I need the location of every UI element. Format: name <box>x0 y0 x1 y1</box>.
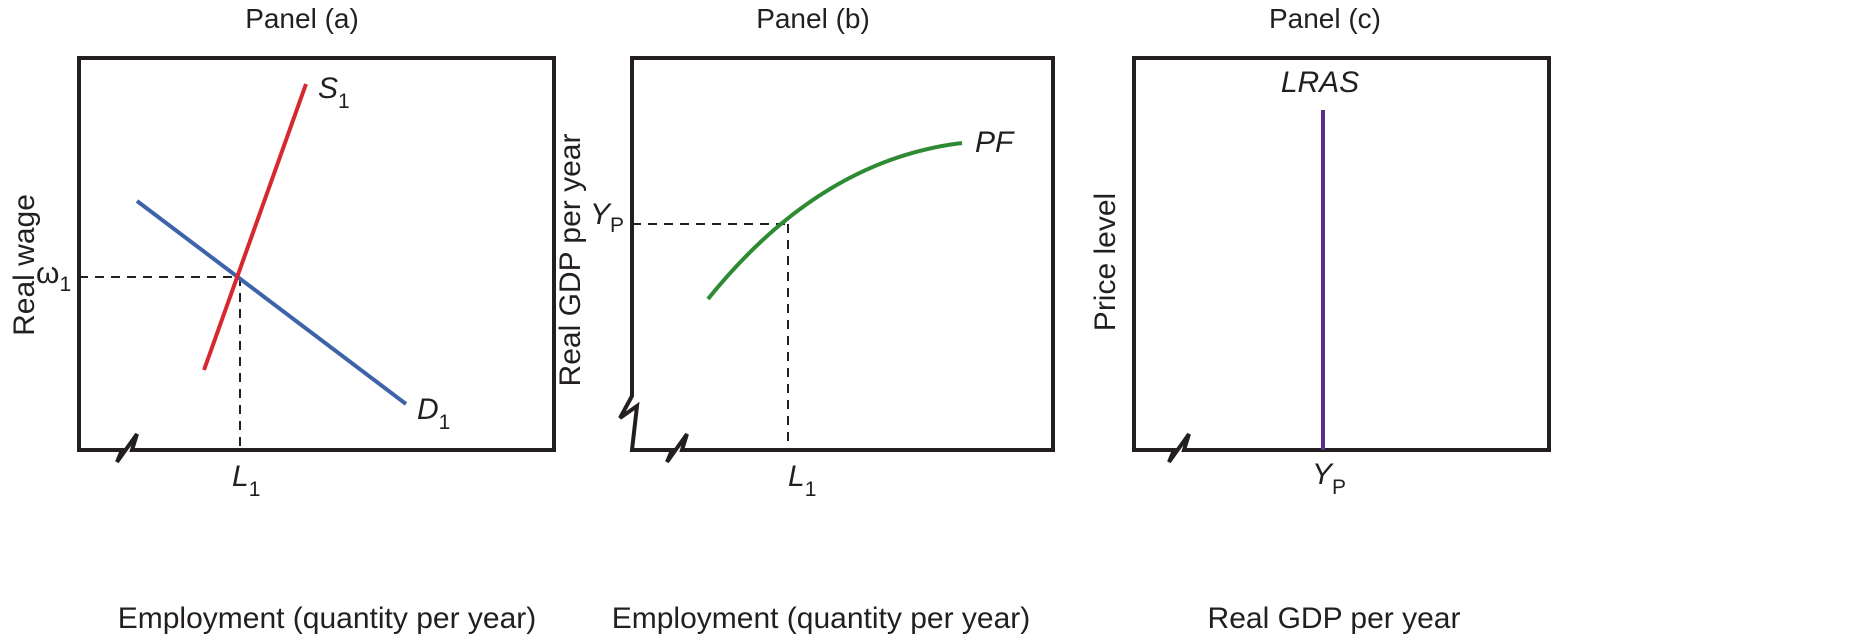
panel-b-y-tick-yp: YP <box>590 198 624 237</box>
panel-c: Panel (c) Price level Real GDP per year … <box>1089 3 1551 635</box>
panel-c-lras-label: LRAS <box>1281 66 1359 99</box>
panel-b-x-axis-label: Employment (quantity per year) <box>612 602 1031 635</box>
panel-a: Panel (a) Real wage Employment (quantity… <box>8 3 556 635</box>
panel-c-y-axis-label: Price level <box>1089 193 1122 331</box>
panel-b-title: Panel (b) <box>756 3 870 34</box>
panel-a-title: Panel (a) <box>245 3 359 34</box>
panel-a-y-axis-label: Real wage <box>8 194 41 336</box>
panel-c-title: Panel (c) <box>1269 3 1381 34</box>
panel-a-demand-curve <box>135 199 408 406</box>
panel-b-frame <box>618 56 1055 464</box>
panel-b: Panel (b) Real GDP per year Employment (… <box>554 3 1055 635</box>
panel-a-supply-label: S1 <box>318 72 350 113</box>
panel-c-x-axis-label: Real GDP per year <box>1208 602 1461 635</box>
panel-a-x-tick-l1: L1 <box>232 460 260 501</box>
panel-a-y-tick-omega: ω1 <box>36 257 71 296</box>
panel-b-production-function-curve <box>706 141 963 301</box>
panel-b-x-tick-l1: L1 <box>788 460 816 501</box>
panel-a-frame <box>77 56 556 464</box>
panel-c-x-tick-yp: YP <box>1312 458 1346 499</box>
panel-a-supply-curve <box>202 83 308 371</box>
panel-a-demand-label: D1 <box>417 393 450 434</box>
panel-b-y-axis-label: Real GDP per year <box>554 134 587 387</box>
panel-c-frame <box>1132 56 1551 464</box>
panel-b-pf-label: PF <box>975 126 1015 159</box>
panel-a-x-axis-label: Employment (quantity per year) <box>118 602 537 635</box>
